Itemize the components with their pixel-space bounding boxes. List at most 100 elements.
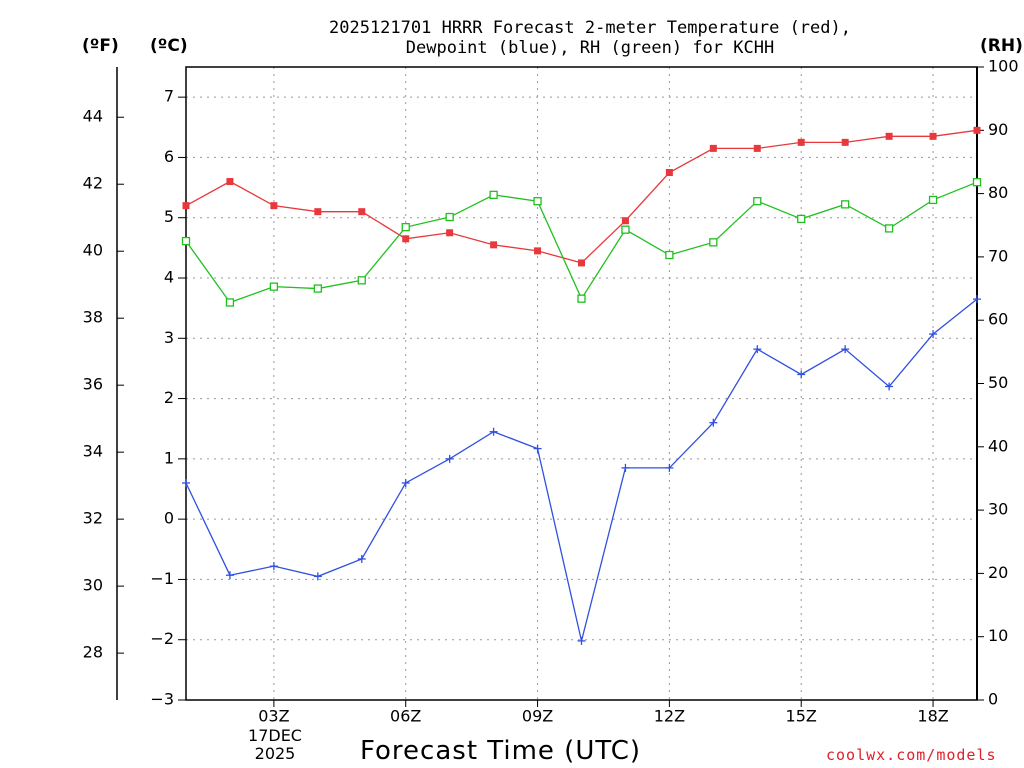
rh-point (665, 250, 674, 260)
temperature-point (929, 132, 937, 140)
temperature-point (709, 144, 717, 152)
dewpoint-point (313, 572, 322, 581)
temperature-point (534, 247, 542, 255)
x-tick-label: 12Z (654, 707, 685, 726)
rh-tick-label: 60 (988, 310, 1008, 329)
rh-point (401, 222, 410, 232)
rh-point (445, 212, 454, 222)
celsius-tick-label: 2 (164, 388, 174, 407)
rh-point (313, 284, 322, 293)
dewpoint-point (401, 478, 410, 487)
fahrenheit-tick-label: 40 (83, 241, 103, 260)
dewpoint-point (709, 418, 718, 427)
fahrenheit-tick-label: 42 (83, 174, 103, 193)
series-line-temperature (185, 129, 978, 264)
dewpoint-point (269, 562, 278, 571)
rh-tick-label: 10 (988, 626, 1008, 645)
temperature-point (314, 208, 322, 216)
rh-tick-label: 70 (988, 246, 1008, 265)
temperature-point (973, 126, 981, 134)
rh-axis-label: (RH) (980, 36, 1023, 56)
x-tick-label: 03Z (258, 707, 289, 726)
fahrenheit-tick-label: 36 (83, 375, 103, 394)
temperature-point (446, 229, 454, 237)
credit-text: coolwx.com/models (826, 746, 997, 764)
celsius-axis-label: (ºC) (150, 36, 188, 56)
temperature-point (270, 202, 278, 210)
x-tick-label: 06Z (390, 707, 421, 726)
dewpoint-point (357, 554, 366, 563)
celsius-tick-label: 1 (164, 448, 174, 467)
dewpoint-point (621, 463, 630, 472)
date-label-year: 2025 (254, 744, 296, 763)
fahrenheit-tick-label: 44 (83, 107, 103, 126)
rh-tick-label: 0 (988, 690, 998, 709)
rh-point (269, 282, 279, 291)
celsius-tick-label: −2 (150, 629, 174, 648)
temperature-point (753, 144, 761, 152)
rh-point (181, 236, 191, 246)
plot-frame (185, 66, 978, 701)
chart-title-line-1: 2025121701 HRRR Forecast 2-meter Tempera… (329, 18, 851, 38)
series-line-rh (185, 181, 978, 304)
temperature-point (885, 132, 893, 140)
rh-point (841, 200, 850, 209)
rh-point (753, 197, 762, 206)
celsius-tick-label: −1 (150, 569, 174, 588)
rh-point (797, 214, 806, 224)
rh-point (884, 224, 894, 233)
rh-tick-label: 100 (988, 57, 1019, 76)
rh-point (225, 298, 235, 307)
rh-tick-label: 30 (988, 500, 1008, 519)
rh-tick-label: 90 (988, 120, 1008, 139)
dewpoint-point (841, 345, 850, 354)
temperature-point (841, 138, 849, 146)
rh-point (357, 276, 366, 285)
temperature-point (358, 208, 366, 216)
chart-title: 2025121701 HRRR Forecast 2-meter Tempera… (270, 18, 910, 58)
temperature-point (490, 241, 498, 249)
temperature-point (402, 235, 410, 243)
rh-point (533, 197, 542, 206)
fahrenheit-tick-label: 30 (83, 576, 103, 595)
dewpoint-point (577, 636, 586, 645)
fahrenheit-tick-label: 34 (83, 442, 103, 461)
dewpoint-point (885, 382, 894, 391)
temperature-point (665, 169, 673, 176)
temperature-point (578, 259, 585, 267)
celsius-tick-label: 3 (164, 328, 174, 347)
celsius-tick-label: 4 (164, 268, 174, 287)
temperature-point (621, 217, 629, 225)
rh-tick-label: 20 (988, 563, 1008, 582)
rh-tick-label: 80 (988, 183, 1008, 202)
rh-point (577, 294, 586, 303)
celsius-tick-label: −3 (150, 690, 174, 709)
x-tick-label: 15Z (786, 707, 817, 726)
dewpoint-point (182, 478, 190, 487)
fahrenheit-tick-label: 28 (83, 643, 103, 662)
dewpoint-point (973, 295, 981, 304)
celsius-tick-label: 6 (164, 147, 174, 166)
rh-tick-label: 40 (988, 436, 1008, 455)
fahrenheit-tick-label: 38 (83, 308, 103, 327)
rh-tick-label: 50 (988, 373, 1008, 392)
dewpoint-point (225, 571, 234, 580)
x-tick-label: 09Z (522, 707, 553, 726)
rh-point (621, 225, 630, 234)
rh-point (972, 178, 982, 187)
fahrenheit-axis-label: (ºF) (82, 36, 119, 56)
celsius-tick-label: 7 (164, 87, 174, 106)
dewpoint-point (797, 370, 806, 379)
dewpoint-point (445, 454, 454, 463)
date-label-day: 17DEC (248, 726, 302, 745)
fahrenheit-tick-label: 32 (83, 509, 103, 528)
celsius-tick-label: 0 (164, 509, 174, 528)
rh-point (709, 238, 718, 247)
x-tick-label: 18Z (917, 707, 948, 726)
celsius-tick-label: 5 (164, 207, 174, 226)
series-line-dewpoint (185, 298, 978, 642)
dewpoint-point (489, 427, 498, 436)
rh-point (489, 190, 498, 200)
temperature-point (182, 202, 190, 210)
